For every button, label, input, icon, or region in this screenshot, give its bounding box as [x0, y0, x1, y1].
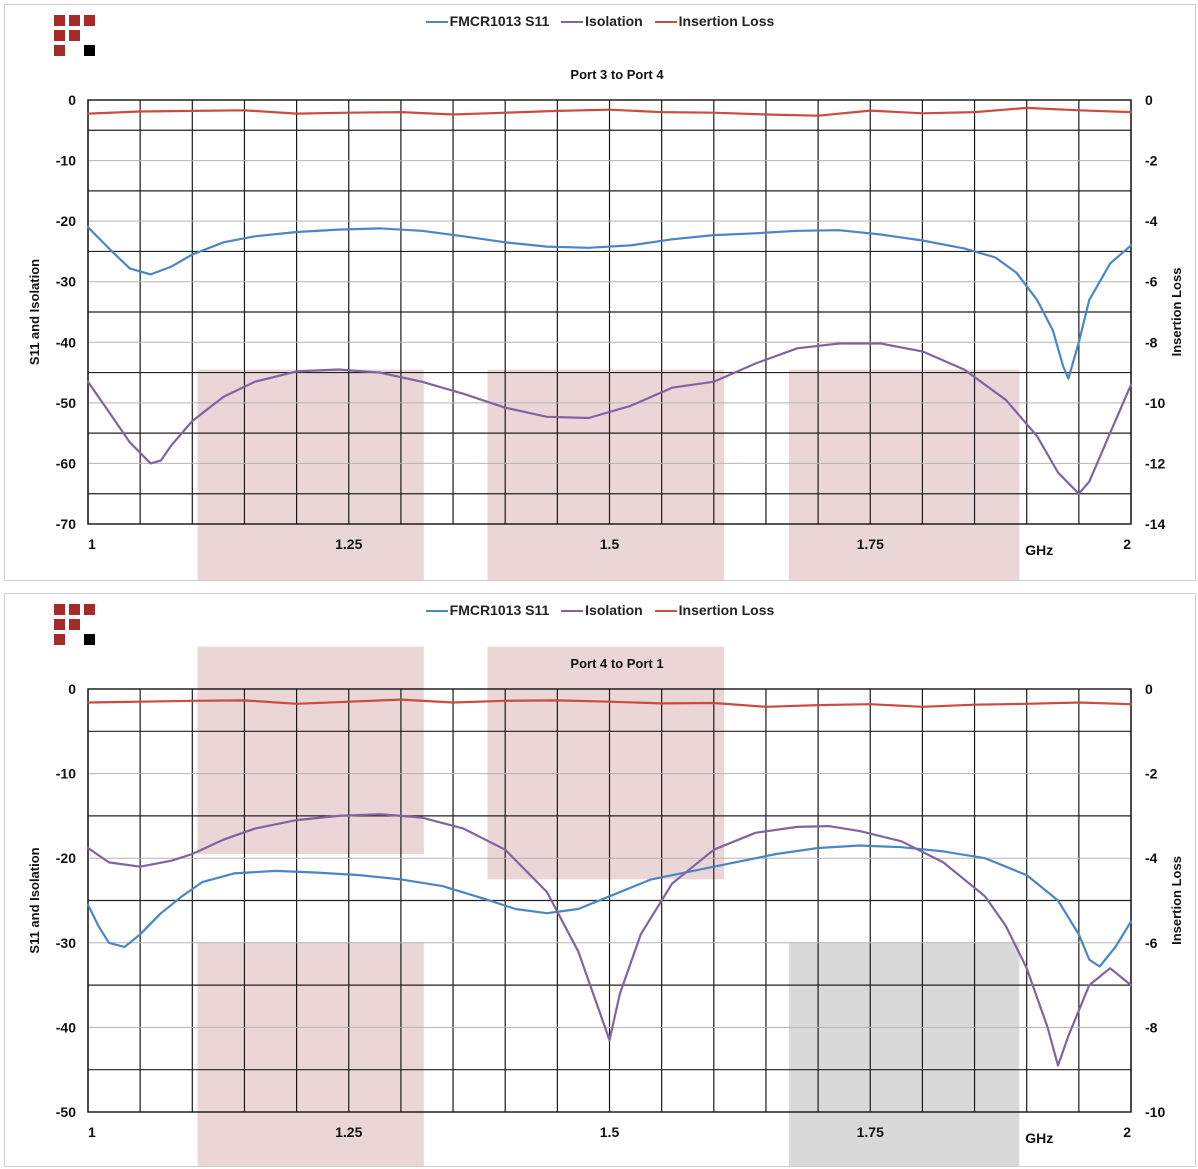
- y-tick-label: -50: [56, 1104, 76, 1120]
- x-tick-label: 1.75: [857, 1124, 884, 1140]
- legend-label-isolation: Isolation: [585, 602, 643, 618]
- series-line-s11: [86, 844, 1133, 968]
- chart-svg: 0 -10 -20 -30 -40 -50 0 -2 -4 -6 -8 -10 1 1.25 1.5 1.75…: [27, 646, 1184, 1166]
- legend-label-insertion-loss: Insertion Loss: [678, 13, 775, 29]
- x-tick-label: 1: [88, 1124, 96, 1140]
- legend-item-insertion-loss: Insertion Loss: [654, 602, 775, 618]
- highlight-band: [487, 369, 725, 580]
- x-unit-label: GHz: [1025, 1130, 1053, 1146]
- x-tick-label: 2: [1123, 536, 1131, 552]
- x-tick-label: 2: [1123, 1124, 1131, 1140]
- chart-legend: FMCR1013 S11 Isolation Insertion Loss: [5, 13, 1195, 29]
- y2-tick-label: -4: [1145, 850, 1158, 866]
- brand-logo: [54, 15, 96, 57]
- x-tick-label: 1.5: [600, 1124, 620, 1140]
- chart-panel-port4-port1: FMCR1013 S11 Isolation Insertion Loss 0 -…: [4, 593, 1196, 1167]
- legend-item-insertion-loss: Insertion Loss: [654, 13, 775, 29]
- legend-item-isolation: Isolation: [561, 602, 643, 618]
- plot-area-border: [87, 99, 1132, 525]
- y2-tick-label: 0: [1145, 92, 1153, 108]
- y2-tick-label: -12: [1145, 455, 1165, 471]
- series-line-s11: [86, 226, 1133, 380]
- highlight-band: [487, 646, 725, 880]
- y-tick-label: -10: [56, 766, 76, 782]
- y2-tick-label: -14: [1145, 516, 1165, 532]
- x-tick-label: 1.75: [857, 536, 884, 552]
- legend-label-isolation: Isolation: [585, 13, 643, 29]
- chart-panel-port3-port4: FMCR1013 S11 Isolation Insertion Loss 0 -…: [4, 4, 1196, 581]
- series-line-isolation: [86, 813, 1133, 1067]
- y2-tick-label: -8: [1145, 334, 1158, 350]
- x-tick-label: 1.25: [335, 536, 362, 552]
- y2-axis-title: Insertion Loss: [1169, 268, 1184, 357]
- y-tick-label: -40: [56, 334, 76, 350]
- legend-label-insertion-loss: Insertion Loss: [678, 602, 775, 618]
- y-tick-label: -70: [56, 516, 76, 532]
- y-axis-title: S11 and Isolation: [27, 847, 42, 953]
- y-tick-label: -20: [56, 213, 76, 229]
- y-tick-label: -20: [56, 850, 76, 866]
- y2-tick-label: -4: [1145, 213, 1158, 229]
- plot-area-border: [87, 688, 1132, 1113]
- x-tick-label: 1.25: [335, 1124, 362, 1140]
- x-unit-label: GHz: [1025, 542, 1053, 558]
- y2-tick-label: 0: [1145, 681, 1153, 697]
- y-tick-label: 0: [68, 92, 76, 108]
- y2-tick-label: -8: [1145, 1019, 1158, 1035]
- y-tick-label: -50: [56, 395, 76, 411]
- legend-item-isolation: Isolation: [561, 13, 643, 29]
- y2-tick-label: -2: [1145, 766, 1158, 782]
- highlight-band: [788, 942, 1020, 1166]
- legend-item-s11: FMCR1013 S11: [425, 602, 550, 618]
- chart-legend: FMCR1013 S11 Isolation Insertion Loss: [5, 602, 1195, 618]
- highlight-band: [197, 942, 424, 1166]
- legend-label-s11: FMCR1013 S11: [449, 13, 550, 29]
- y2-axis-title: Insertion Loss: [1169, 856, 1184, 945]
- y-tick-label: -10: [56, 153, 76, 169]
- brand-logo: [54, 604, 96, 646]
- y-tick-label: 0: [68, 681, 76, 697]
- legend-label-s11: FMCR1013 S11: [449, 602, 550, 618]
- y-tick-label: -30: [56, 274, 76, 290]
- y2-tick-label: -2: [1145, 153, 1158, 169]
- highlight-band: [197, 369, 424, 580]
- y-tick-label: -30: [56, 935, 76, 951]
- chart-svg: 0 -10 -20 -30 -40 -50 -60 -70 0 -2 -4 -6 -8 -10 -12 -14…: [27, 67, 1184, 580]
- chart-title: Port 4 to Port 1: [570, 656, 663, 671]
- chart-title: Port 3 to Port 4: [570, 67, 664, 82]
- legend-item-s11: FMCR1013 S11: [425, 13, 550, 29]
- y2-tick-label: -10: [1145, 395, 1165, 411]
- y2-tick-label: -10: [1145, 1104, 1165, 1120]
- series-line-isolation: [86, 342, 1133, 495]
- highlight-band: [197, 646, 424, 854]
- x-tick-label: 1: [88, 536, 96, 552]
- x-tick-label: 1.5: [600, 536, 620, 552]
- highlight-band: [788, 369, 1020, 580]
- y2-tick-label: -6: [1145, 274, 1158, 290]
- y-axis-title: S11 and Isolation: [27, 259, 42, 365]
- y2-tick-label: -6: [1145, 935, 1158, 951]
- y-tick-label: -40: [56, 1019, 76, 1035]
- series-line-insertion-loss: [86, 698, 1133, 708]
- y-tick-label: -60: [56, 455, 76, 471]
- series-line-insertion-loss: [86, 106, 1133, 117]
